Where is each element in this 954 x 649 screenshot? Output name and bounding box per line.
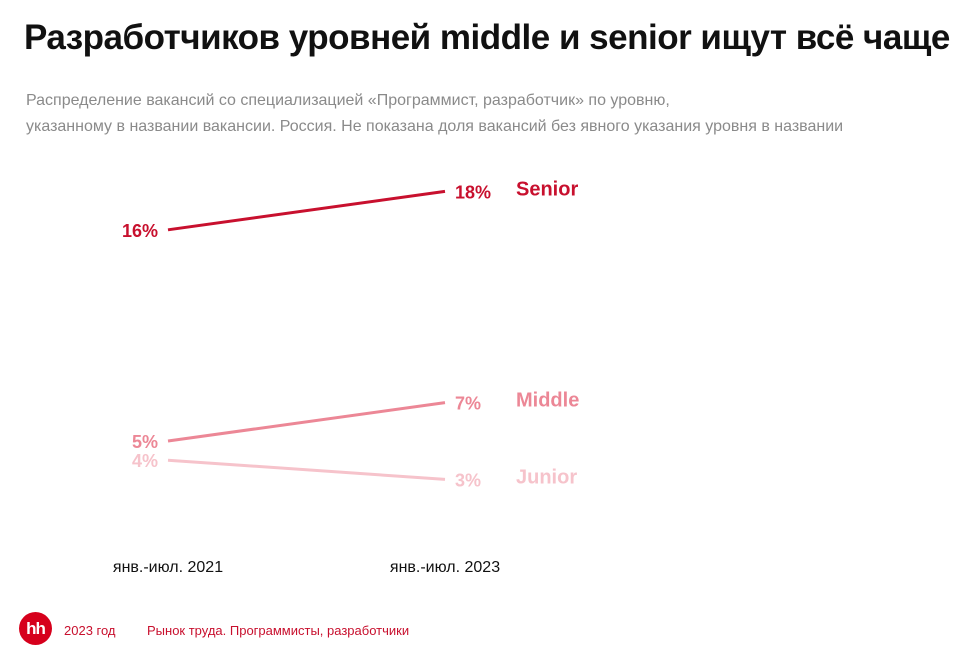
data-label-junior-end: 3%	[455, 470, 481, 490]
series-line-senior	[167, 189, 446, 232]
legend-label-middle: Middle	[516, 390, 579, 412]
x-tick-label: янв.-июл. 2023	[390, 559, 500, 576]
series-line-junior	[167, 458, 446, 481]
data-label-middle-start: 5%	[132, 432, 158, 452]
hh-logo: hh	[19, 612, 52, 645]
data-label-senior-start: 16%	[122, 221, 158, 241]
chart-title: Разработчиков уровней middle и senior ищ…	[24, 18, 950, 57]
data-label-senior-end: 18%	[455, 182, 491, 202]
legend-label-junior: Junior	[516, 466, 577, 488]
legend-label-senior: Senior	[516, 178, 578, 200]
series-line-middle	[167, 401, 446, 443]
x-tick-label: янв.-июл. 2021	[113, 559, 223, 576]
footer-source[interactable]: Рынок труда. Программисты, разработчики	[147, 623, 410, 638]
subtitle-line-1: Распределение вакансий со специализацией…	[26, 92, 670, 109]
data-label-middle-end: 7%	[455, 394, 481, 414]
footer-year: 2023 год	[64, 623, 116, 638]
subtitle-line-2: указанному в названии вакансии. Россия. …	[26, 118, 844, 135]
data-label-junior-start: 4%	[132, 451, 158, 471]
